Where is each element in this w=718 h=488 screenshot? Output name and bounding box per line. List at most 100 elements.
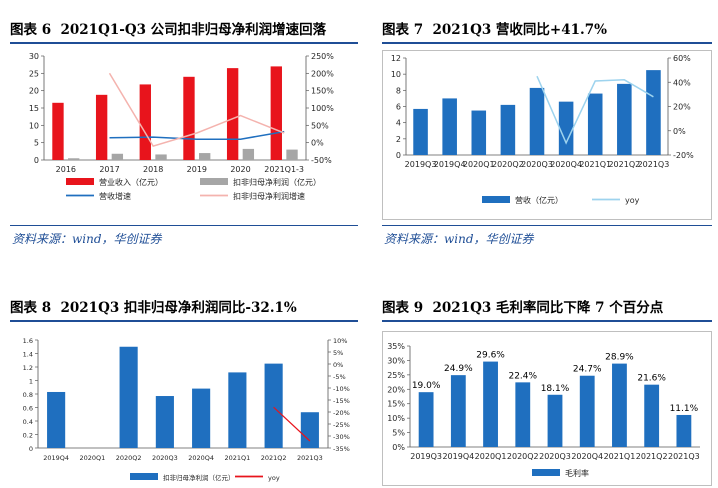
bar [300, 412, 319, 448]
data-label: 11.1% [670, 404, 699, 414]
x-axis-tick-label: 2019Q4 [434, 160, 466, 169]
x-axis-tick-label: 2021Q2 [261, 454, 287, 462]
bar [442, 98, 457, 155]
figure-label: 图表 9 [382, 300, 424, 316]
data-label: 21.6% [637, 374, 666, 384]
figure-title: 2021Q3 营收同比+41.7% [432, 22, 607, 38]
series-line [109, 130, 285, 140]
right-axis-tick-label: -50% [311, 156, 332, 165]
left-axis-tick-label: 0 [396, 151, 401, 160]
x-axis-tick-label: 2020Q1 [463, 160, 495, 169]
right-axis-tick-label: 150% [311, 87, 334, 96]
data-label: 29.6% [476, 351, 505, 361]
left-axis-tick-label: 10 [391, 70, 401, 79]
left-axis-tick-label: 30 [29, 52, 39, 61]
x-axis-tick-label: 2019Q3 [405, 160, 437, 169]
x-axis-tick-label: 2021Q1-3 [264, 165, 304, 174]
bar [612, 363, 627, 447]
legend-swatch [130, 473, 158, 480]
left-axis-tick-label: 1.6 [23, 337, 33, 345]
left-axis-tick-label: 12 [391, 54, 401, 63]
source-note: 资料来源：wind，华创证券 [384, 232, 534, 246]
left-axis-tick-label: 8 [396, 86, 401, 95]
bar [192, 388, 211, 448]
chart-svg: 0 0.2 0.4 0.6 0.8 1 1.2 1.4 1.6 -35% -30% -25% -20% -… [23, 337, 350, 482]
chart-svg: 024681012-20%0%20%40%60%2019Q32019Q42020… [391, 54, 694, 205]
x-axis-tick-label: 2021Q3 [297, 454, 323, 462]
right-axis-tick-label: 40% [673, 78, 691, 87]
legend-label: 营收（亿元） [515, 195, 563, 205]
x-axis-tick-label: 2018 [143, 165, 163, 174]
x-axis-tick-label: 2021Q1 [579, 160, 611, 169]
x-axis-tick-label: 2021Q2 [608, 160, 640, 169]
x-axis-tick-label: 2020Q3 [521, 160, 553, 169]
legend-label: 扣非归母净利润（亿元） [163, 473, 235, 482]
data-label: 28.9% [605, 353, 634, 363]
left-axis-tick-label: 5 [34, 139, 39, 148]
bar [483, 361, 498, 447]
right-axis-tick-label: -15% [333, 397, 350, 405]
chart-frame [382, 50, 712, 220]
right-axis-tick-label: -30% [333, 433, 350, 441]
source-rule [10, 225, 358, 226]
bar [644, 384, 660, 447]
left-axis-tick-label: 1.4 [23, 351, 33, 359]
bar [155, 154, 167, 160]
x-axis-tick-label: 2020Q1 [79, 454, 105, 462]
chart-panel-8: 图表 8 2021Q3 扣非归母净利润同比-32.1% 0 0.2 0.4 0.6 0.… [10, 298, 358, 486]
bar [646, 70, 661, 155]
legend-label: yoy [625, 196, 640, 205]
x-axis-tick-label: 2016 [56, 165, 76, 174]
left-axis-tick-label: 25 [29, 69, 39, 78]
left-axis-tick-label: 6 [396, 103, 401, 112]
bar [418, 392, 434, 447]
right-axis-tick-label: -35% [333, 445, 350, 453]
right-axis-tick-label: 10% [333, 337, 347, 345]
left-axis-tick-label: 1.2 [23, 364, 33, 372]
title-rule [382, 42, 712, 44]
left-axis-tick-label: 15% [387, 400, 405, 409]
bar [450, 375, 466, 447]
left-axis-tick-label: 30% [387, 356, 405, 365]
right-axis-tick-label: 5% [333, 349, 343, 357]
series-line [108, 72, 285, 147]
bar [183, 76, 195, 160]
figure-label: 图表 7 [382, 22, 424, 38]
right-axis-tick-label: 0% [333, 361, 343, 369]
legend-label: 营收增速 [99, 191, 131, 201]
right-axis-tick-label: -5% [333, 373, 346, 381]
bar [47, 391, 66, 448]
x-axis-tick-label: 2019Q4 [43, 454, 69, 462]
right-axis-tick-label: 60% [673, 54, 691, 63]
bar [139, 84, 151, 160]
x-axis-tick-label: 2020Q2 [507, 452, 539, 461]
right-axis-tick-label: 100% [311, 104, 334, 113]
data-label: 18.1% [541, 384, 570, 394]
left-axis-tick-label: 25% [387, 371, 405, 380]
left-axis-tick-label: 0.8 [23, 391, 33, 399]
figure-label: 图表 8 [10, 300, 52, 316]
data-label: 24.9% [444, 364, 473, 374]
chart-title: 图表 9 2021Q3 毛利率同比下降 7 个百分点 [382, 298, 663, 318]
bar [617, 83, 632, 155]
x-axis-tick-label: 2019Q3 [410, 452, 442, 461]
bar [529, 87, 545, 155]
x-axis-tick-label: 2020Q2 [116, 454, 142, 462]
left-axis-tick-label: 10% [387, 414, 405, 423]
figure-title: 2021Q3 毛利率同比下降 7 个百分点 [432, 300, 664, 316]
left-axis-tick-label: 0.2 [23, 432, 33, 440]
right-axis-tick-label: 0% [673, 127, 686, 136]
left-axis-tick-label: 5% [392, 429, 405, 438]
bar [286, 149, 298, 160]
x-axis-tick-label: 2020Q4 [550, 160, 582, 169]
left-axis-tick-label: 1 [29, 378, 33, 386]
bar [515, 382, 531, 447]
right-axis-tick-label: 50% [311, 121, 329, 130]
legend-swatch [532, 469, 560, 476]
left-axis-tick-label: 0 [34, 156, 39, 165]
bar [270, 66, 282, 160]
chart-panel-9: 图表 9 2021Q3 毛利率同比下降 7 个百分点 0% 5% 10% 15% 20%… [382, 298, 712, 486]
bar [242, 148, 255, 160]
data-label: 19.0% [412, 381, 441, 391]
legend-swatch [482, 196, 510, 203]
